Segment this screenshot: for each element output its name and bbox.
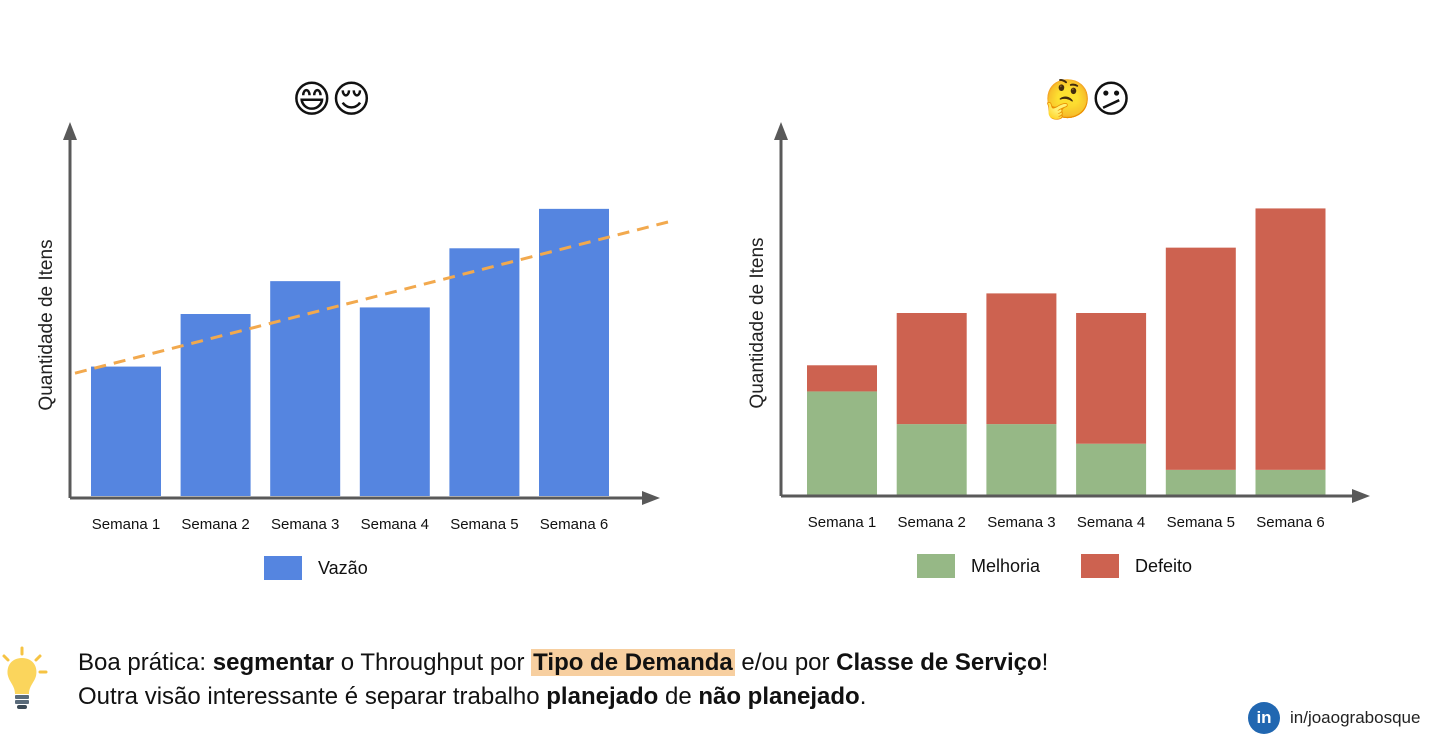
tip-text-segment: o Throughput por — [334, 649, 532, 676]
bar-defeito-3 — [986, 293, 1057, 425]
tip-text-segment: de — [658, 683, 699, 710]
tip-bold-segment: planejado — [546, 683, 659, 710]
trend-line — [74, 220, 669, 375]
bar-defeito-4 — [1076, 313, 1147, 444]
bar-defeito-6 — [1255, 208, 1326, 470]
x-axis-arrow — [642, 491, 660, 505]
x-tick-label: Semana 6 — [1256, 514, 1324, 531]
bar-melhoria-3 — [986, 424, 1057, 496]
tip-line-2: Outra visão interessante é separar traba… — [78, 680, 1048, 714]
bar-defeito-5 — [1165, 247, 1236, 470]
x-tick-label: Semana 2 — [898, 514, 966, 531]
bar-melhoria-4 — [1076, 443, 1147, 496]
left-chart-emoji: 😄😌 — [292, 79, 372, 121]
legend-swatch-melhoria — [917, 554, 955, 578]
tip-text-segment: e/ou por — [734, 649, 837, 676]
x-tick-label: Semana 4 — [361, 516, 429, 533]
legend-swatch-vazão — [264, 556, 302, 580]
tip-bold-segment: não planejado — [698, 683, 860, 710]
tip-line-1: Boa prática: segmentar o Throughput por … — [78, 646, 1048, 680]
legend-label-vazão: Vazão — [318, 558, 368, 578]
x-tick-label: Semana 1 — [92, 516, 160, 533]
bar-melhoria-2 — [896, 424, 967, 496]
tip-text-segment: ! — [1041, 649, 1049, 676]
lightbulb-icon — [2, 646, 48, 709]
x-tick-label: Semana 3 — [987, 514, 1055, 531]
tip-text-segment: Boa prática: — [78, 649, 213, 676]
legend-label-melhoria: Melhoria — [971, 556, 1041, 576]
x-tick-label: Semana 5 — [1167, 514, 1235, 531]
x-tick-label: Semana 1 — [808, 514, 876, 531]
y-axis-arrow — [63, 122, 77, 140]
tip-bold-segment: Classe de Serviço — [836, 649, 1042, 676]
linkedin-icon: in — [1248, 702, 1280, 734]
x-axis-arrow — [1352, 489, 1370, 503]
x-tick-label: Semana 4 — [1077, 514, 1145, 531]
x-tick-label: Semana 5 — [450, 516, 518, 533]
tip-text: Boa prática: segmentar o Throughput por … — [78, 646, 1048, 714]
bar-melhoria-1 — [807, 391, 877, 496]
x-tick-label: Semana 3 — [271, 516, 339, 533]
bar-defeito-2 — [896, 313, 967, 425]
charts-canvas: Semana 1 Semana 2 Semana 3 Semana 4 Semana 5… — [36, 122, 1370, 580]
linkedin-handle: in/joaograbosque — [1290, 708, 1421, 727]
bar-6 — [539, 208, 609, 496]
bar-2 — [180, 314, 251, 496]
legend-label-defeito: Defeito — [1135, 556, 1192, 576]
y-axis-arrow — [774, 122, 788, 140]
x-tick-label: Semana 2 — [181, 516, 249, 533]
tip-text-segment: Outra visão interessante é separar traba… — [78, 683, 547, 710]
x-tick-label: Semana 6 — [540, 516, 608, 533]
bar-5 — [449, 248, 520, 496]
y-axis-label: Quantidade de Itens — [747, 237, 768, 408]
linkedin-credit[interactable]: in in/joaograbosque — [1248, 702, 1420, 734]
tip-text-segment: . — [859, 683, 867, 710]
right-chart-emoji: 🤔😕 — [1044, 79, 1131, 121]
bar-3 — [270, 281, 341, 496]
tip-bold-segment: segmentar — [212, 649, 335, 676]
tip-highlight: Tipo de Demanda — [531, 649, 735, 676]
bar-defeito-1 — [807, 365, 877, 392]
bar-4 — [359, 307, 430, 496]
bar-melhoria-5 — [1165, 469, 1236, 496]
y-axis-label: Quantidade de Itens — [36, 239, 57, 410]
bar-1 — [91, 366, 161, 496]
bar-melhoria-6 — [1255, 469, 1326, 496]
legend-swatch-defeito — [1081, 554, 1119, 578]
